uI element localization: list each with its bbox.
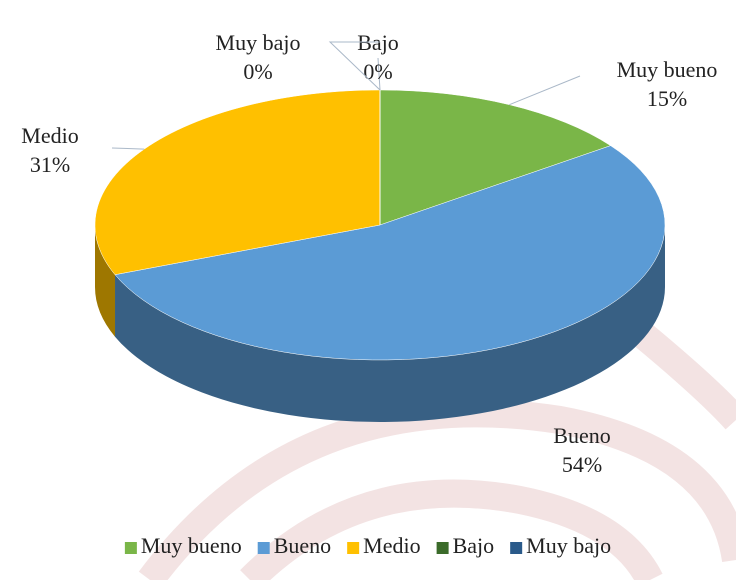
data-label-name: Muy bueno: [617, 57, 718, 82]
data-label-value: 0%: [243, 59, 272, 84]
data-label-value: 54%: [562, 452, 602, 477]
data-label-value: 15%: [647, 86, 687, 111]
legend-label: Muy bueno: [141, 533, 242, 558]
pie-side: [115, 225, 666, 423]
legend-label: Medio: [363, 533, 420, 558]
leader-line: [509, 75, 581, 106]
legend-swatch: [436, 542, 449, 554]
pie-side: [95, 225, 116, 337]
data-label-value: 31%: [30, 152, 70, 177]
legend-swatch: [124, 542, 137, 554]
legend: Muy bueno Bueno Medio Bajo Muy bajo: [124, 533, 611, 558]
data-label-value: 0%: [363, 59, 392, 84]
leader-line: [377, 57, 381, 91]
legend-swatch: [257, 542, 270, 554]
legend-label: Bajo: [453, 533, 495, 558]
leader-line: [328, 41, 381, 91]
data-label-name: Muy bajo: [216, 30, 301, 55]
legend-label: Muy bajo: [526, 533, 611, 558]
legend-label: Bueno: [274, 533, 331, 558]
data-label-name: Bajo: [357, 30, 399, 55]
data-label-name: Bueno: [553, 423, 610, 448]
legend-swatch: [347, 542, 360, 554]
data-label-name: Medio: [21, 123, 78, 148]
leader-line: [111, 147, 145, 150]
legend-swatch: [510, 542, 523, 554]
pie-slice: [114, 145, 666, 361]
